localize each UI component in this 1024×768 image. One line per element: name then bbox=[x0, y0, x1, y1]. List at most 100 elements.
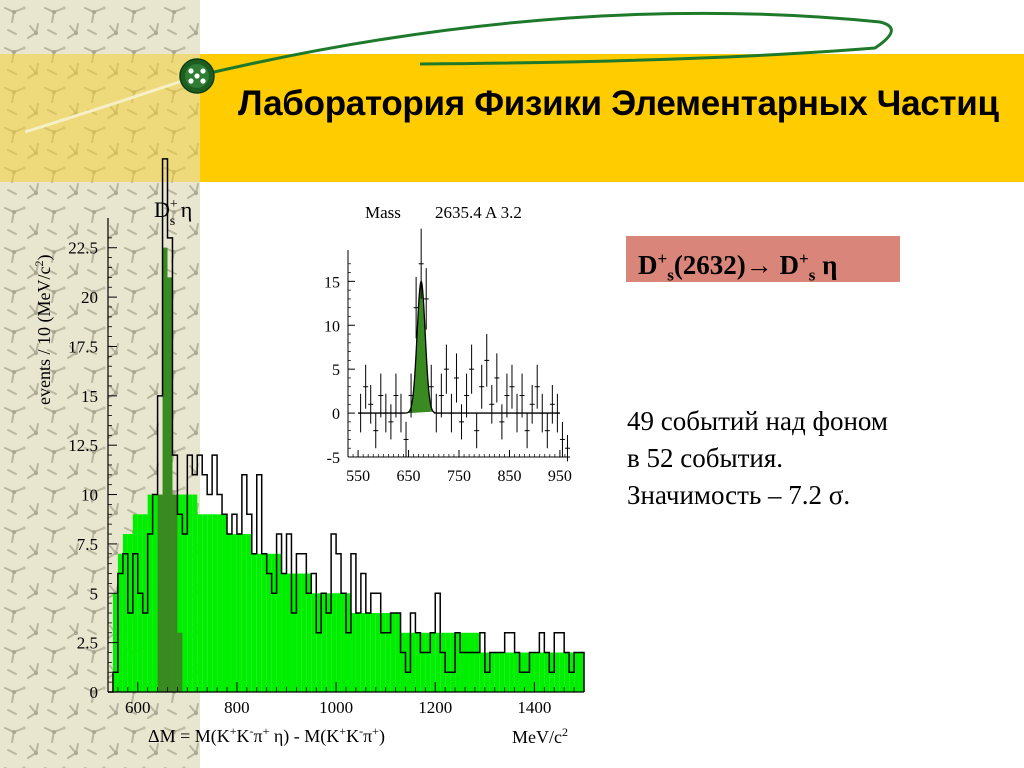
background-bar bbox=[420, 632, 426, 692]
background-bar bbox=[430, 632, 436, 692]
background-bar bbox=[147, 494, 153, 692]
lab-logo-icon bbox=[179, 58, 215, 94]
background-bar bbox=[425, 632, 431, 692]
slide-title: Лаборатория Физики Элементарных Частиц bbox=[238, 84, 999, 123]
background-bar bbox=[509, 652, 515, 692]
main-x-tick-label: 800 bbox=[224, 698, 250, 717]
background-bar bbox=[336, 593, 342, 692]
signal-bar bbox=[172, 494, 178, 692]
signal-bar bbox=[162, 247, 168, 692]
background-bar bbox=[460, 632, 465, 692]
main-y-tick-label: 17.5 bbox=[68, 337, 98, 356]
background-bar bbox=[539, 652, 545, 692]
background-bar bbox=[142, 514, 148, 692]
background-bar bbox=[341, 593, 346, 692]
background-bar bbox=[375, 613, 381, 692]
result-line-3: Значимость – 7.2 σ. bbox=[627, 480, 851, 510]
background-bar bbox=[346, 593, 351, 692]
inset-x-tick-label: 650 bbox=[397, 468, 421, 485]
background-bar bbox=[117, 553, 123, 692]
background-bar bbox=[435, 632, 441, 692]
background-bar bbox=[370, 613, 376, 692]
inset-x-tick-label: 950 bbox=[548, 468, 572, 485]
main-panel-label: D+ s η bbox=[154, 197, 192, 229]
result-line-1: 49 событий над фоном bbox=[627, 406, 888, 436]
result-line-2: в 52 события. bbox=[627, 443, 784, 473]
main-y-tick-label: 2.5 bbox=[77, 634, 98, 653]
signal-bar bbox=[167, 277, 173, 692]
background-bar bbox=[350, 613, 356, 692]
background-bar bbox=[574, 652, 580, 692]
main-y-tick-label: 10 bbox=[81, 486, 98, 505]
background-bar bbox=[251, 553, 257, 692]
background-bar bbox=[231, 534, 237, 692]
background-bar bbox=[445, 632, 451, 692]
inset-signal-fill bbox=[409, 281, 434, 414]
data-histogram-line bbox=[108, 158, 585, 693]
background-bar bbox=[212, 514, 218, 692]
reaction-box: D+s(2632)→ D+s η bbox=[626, 236, 900, 284]
background-bar bbox=[306, 573, 312, 692]
main-ylabel: events / 10 (MeV/c2) bbox=[32, 255, 55, 405]
background-bar bbox=[415, 632, 421, 692]
background-bar bbox=[177, 494, 183, 692]
background-bar bbox=[410, 632, 416, 692]
inset-x-tick-label: 850 bbox=[497, 468, 521, 485]
background-bar bbox=[494, 652, 500, 692]
background-bar bbox=[197, 514, 203, 692]
background-bar bbox=[504, 652, 510, 692]
main-y-tick-label: 20 bbox=[81, 288, 98, 307]
inset-y-tick-label: 5 bbox=[332, 362, 340, 379]
background-bar bbox=[241, 534, 247, 692]
background-bar bbox=[554, 652, 560, 692]
background-bar bbox=[365, 613, 371, 692]
background-bar bbox=[281, 573, 287, 692]
main-x-tick-label: 1200 bbox=[418, 698, 452, 717]
background-bar bbox=[469, 632, 475, 692]
background-bar bbox=[286, 573, 292, 692]
background-bar bbox=[479, 652, 485, 692]
inset-y-tick-label: -5 bbox=[327, 450, 340, 467]
header-band-left bbox=[0, 54, 200, 182]
background-bar bbox=[137, 514, 143, 692]
background-bar bbox=[217, 514, 223, 692]
background-bar bbox=[321, 593, 327, 692]
inset-y-tick-label: 15 bbox=[324, 274, 340, 291]
inset-y-tick-label: 0 bbox=[332, 406, 340, 423]
signal-bar bbox=[157, 494, 163, 692]
background-bar bbox=[559, 652, 565, 692]
background-bar bbox=[236, 534, 242, 692]
background-bar bbox=[489, 652, 495, 692]
main-x-tick-label: 1400 bbox=[517, 698, 551, 717]
inset-x-tick-label: 750 bbox=[447, 468, 471, 485]
background-bar bbox=[385, 613, 391, 692]
background-bar bbox=[227, 534, 232, 692]
main-y-tick-label: 0 bbox=[90, 683, 99, 702]
header-arc bbox=[24, 11, 893, 134]
background-bar bbox=[122, 534, 128, 692]
background-bar bbox=[311, 593, 317, 692]
background-bar bbox=[564, 652, 570, 692]
main-x-tick-label: 600 bbox=[125, 698, 151, 717]
background-bar bbox=[276, 553, 282, 692]
background-bar bbox=[266, 553, 272, 692]
background-bar bbox=[390, 613, 396, 692]
background-bar bbox=[474, 632, 480, 692]
background-bar bbox=[355, 613, 361, 692]
background-bar bbox=[182, 494, 188, 692]
main-y-tick-label: 12.5 bbox=[68, 436, 98, 455]
background-bar bbox=[301, 573, 307, 692]
inset-mass-label: Mass bbox=[365, 203, 401, 222]
main-y-tick-label: 7.5 bbox=[77, 535, 98, 554]
background-bar bbox=[331, 593, 337, 692]
background-bar bbox=[499, 652, 505, 692]
background-bar bbox=[529, 652, 535, 692]
inset-fit-values: 2635.4 A 3.2 bbox=[435, 203, 522, 222]
background-bar bbox=[222, 514, 227, 692]
main-y-tick-label: 22.5 bbox=[68, 239, 98, 258]
background-bar bbox=[326, 593, 332, 692]
header-band bbox=[200, 54, 1024, 182]
background-bar bbox=[579, 652, 584, 692]
